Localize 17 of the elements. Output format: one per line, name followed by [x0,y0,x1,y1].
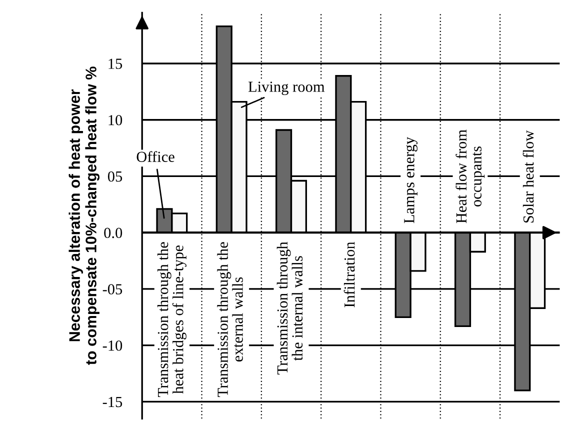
y-axis-title: Necessary alteration of heat power to compensate 10%-changed heat flow % [68,66,100,365]
text: Office [136,151,174,162]
x-tick-label: Transmission through the internal walls [276,242,303,374]
x-tick-label: Solar heat flow [522,130,534,223]
x-tick-label: Infiltration [344,242,355,308]
y-tick-label: -10 [102,340,122,351]
y-tick-label: 0.0 [104,228,122,238]
x-tick-label: Lamps energy [404,136,418,224]
y-tick-label: 05 [108,171,122,182]
y-tick-label: 15 [108,58,122,69]
series-label: Living room [248,82,325,96]
x-tick-label: Heat flow from occupants [456,130,485,224]
y-tick-label: -15 [102,396,122,408]
x-tick-label: Transmission through the external walls [217,242,243,397]
y-tick-label: 10 [108,114,122,126]
y-tick-label: -05 [102,284,122,294]
x-tick-label: Transmission through the heat bridges of line-type [157,242,186,397]
